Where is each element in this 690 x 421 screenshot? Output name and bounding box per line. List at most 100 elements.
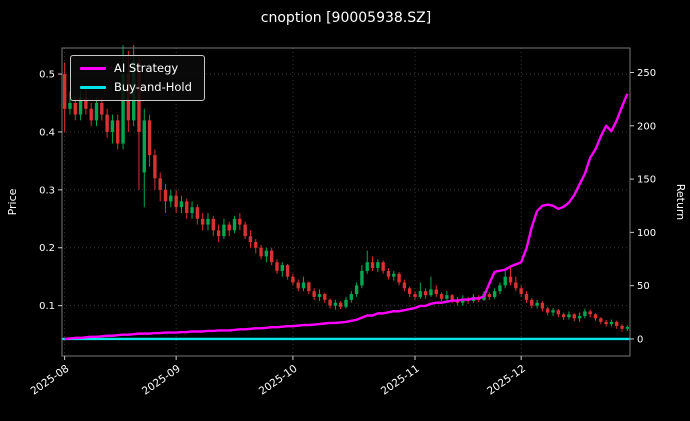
candle-body bbox=[599, 318, 603, 322]
x-tick-label: 2025-10 bbox=[257, 363, 300, 398]
candle-body bbox=[354, 285, 359, 295]
candle-body bbox=[540, 302, 545, 309]
candle-body bbox=[84, 97, 88, 109]
candle-body bbox=[439, 294, 444, 299]
y-tick-label-right: 100 bbox=[637, 228, 656, 239]
candle-body bbox=[190, 207, 194, 213]
candle-body bbox=[408, 288, 412, 295]
candle-body bbox=[333, 302, 338, 306]
candle-body bbox=[163, 189, 168, 202]
candle-body bbox=[301, 282, 306, 289]
candle-body bbox=[588, 311, 592, 315]
y-tick-label-right: 250 bbox=[637, 68, 656, 79]
candle-body bbox=[593, 314, 598, 319]
candle-body bbox=[179, 201, 184, 208]
candle-body bbox=[386, 270, 391, 277]
candle-body bbox=[450, 295, 454, 300]
candle-body bbox=[349, 294, 354, 300]
candle-body bbox=[110, 120, 115, 132]
x-tick-label: 2025-11 bbox=[379, 363, 422, 398]
candle-body bbox=[519, 288, 523, 295]
candle-body bbox=[254, 241, 258, 248]
candle-body bbox=[434, 289, 438, 295]
candle-body bbox=[323, 294, 327, 300]
candle-body bbox=[259, 247, 263, 257]
candle-body bbox=[248, 236, 253, 242]
candle-body bbox=[89, 108, 93, 121]
candle-body bbox=[609, 321, 614, 325]
legend-label-buy-and-hold: Buy-and-Hold bbox=[114, 79, 192, 94]
candle-body bbox=[174, 195, 178, 208]
candle-body bbox=[100, 103, 104, 115]
candle-body bbox=[264, 250, 269, 257]
y-tick-label-left: 0.4 bbox=[39, 127, 55, 138]
candle-body bbox=[116, 120, 120, 144]
candle-body bbox=[312, 291, 316, 297]
candle-body bbox=[275, 262, 279, 271]
x-tick-label: 2025-09 bbox=[140, 363, 183, 398]
candle-body bbox=[376, 262, 380, 268]
candle-body bbox=[551, 310, 555, 313]
candle-body bbox=[360, 270, 364, 286]
y-tick-label-right: 150 bbox=[637, 175, 656, 186]
candle-body bbox=[524, 294, 529, 300]
candle-body bbox=[142, 120, 146, 173]
candle-body bbox=[338, 302, 343, 307]
chart-title: cnoption [90005938.SZ] bbox=[261, 10, 431, 26]
candle-body bbox=[185, 201, 189, 213]
candle-body bbox=[556, 310, 561, 315]
candle-body bbox=[153, 155, 157, 179]
candle-body bbox=[206, 218, 210, 225]
candle-body bbox=[561, 314, 566, 318]
candle-body bbox=[487, 294, 492, 297]
candle-body bbox=[535, 302, 539, 306]
candle-body bbox=[328, 299, 332, 306]
y-tick-label-right: 50 bbox=[637, 281, 650, 292]
candle-body bbox=[572, 314, 576, 319]
candle-body bbox=[200, 218, 205, 225]
y-axis-label-right: Return bbox=[674, 184, 687, 221]
legend-item-ai-strategy: AI Strategy bbox=[80, 61, 192, 75]
candle-body bbox=[365, 262, 369, 271]
candle-body bbox=[381, 262, 385, 271]
ai-strategy-line bbox=[64, 93, 629, 341]
candle-body bbox=[567, 314, 571, 318]
x-tick-label: 2025-08 bbox=[29, 363, 72, 398]
y-tick-label-right: 0 bbox=[637, 334, 643, 345]
x-tick-label: 2025-12 bbox=[485, 363, 528, 398]
candle-body bbox=[227, 224, 231, 231]
candle-body bbox=[503, 276, 507, 286]
candle-body bbox=[418, 291, 423, 297]
candle-body bbox=[317, 294, 322, 297]
candle-body bbox=[546, 308, 550, 313]
candle-body bbox=[344, 299, 348, 307]
candle-body bbox=[423, 291, 428, 296]
candle-body bbox=[78, 97, 83, 115]
candle-body bbox=[514, 282, 518, 289]
candle-body bbox=[604, 321, 608, 325]
candle-body bbox=[429, 289, 433, 296]
y-tick-label-right: 200 bbox=[637, 121, 656, 132]
candle-body bbox=[291, 276, 295, 283]
candle-body bbox=[397, 273, 401, 283]
candle-body bbox=[296, 282, 300, 289]
candle-body bbox=[620, 325, 624, 329]
y-axis-label-left: Price bbox=[6, 188, 19, 215]
candle-body bbox=[222, 224, 226, 237]
candle-body bbox=[370, 262, 375, 268]
candle-body bbox=[492, 291, 497, 297]
candle-body bbox=[508, 276, 513, 283]
candle-body bbox=[94, 103, 99, 121]
legend-label-ai-strategy: AI Strategy bbox=[114, 61, 179, 75]
candle-body bbox=[583, 311, 587, 317]
candle-body bbox=[280, 265, 284, 271]
legend-item-buy-and-hold: Buy-and-Hold bbox=[80, 79, 192, 94]
candle-body bbox=[285, 265, 290, 277]
candle-body bbox=[105, 114, 109, 132]
candle-body bbox=[498, 285, 502, 292]
candle-body bbox=[413, 294, 417, 297]
y-tick-label-left: 0.1 bbox=[39, 301, 55, 312]
buy-and-hold-line-swatch bbox=[80, 85, 106, 89]
candle-body bbox=[169, 195, 173, 202]
